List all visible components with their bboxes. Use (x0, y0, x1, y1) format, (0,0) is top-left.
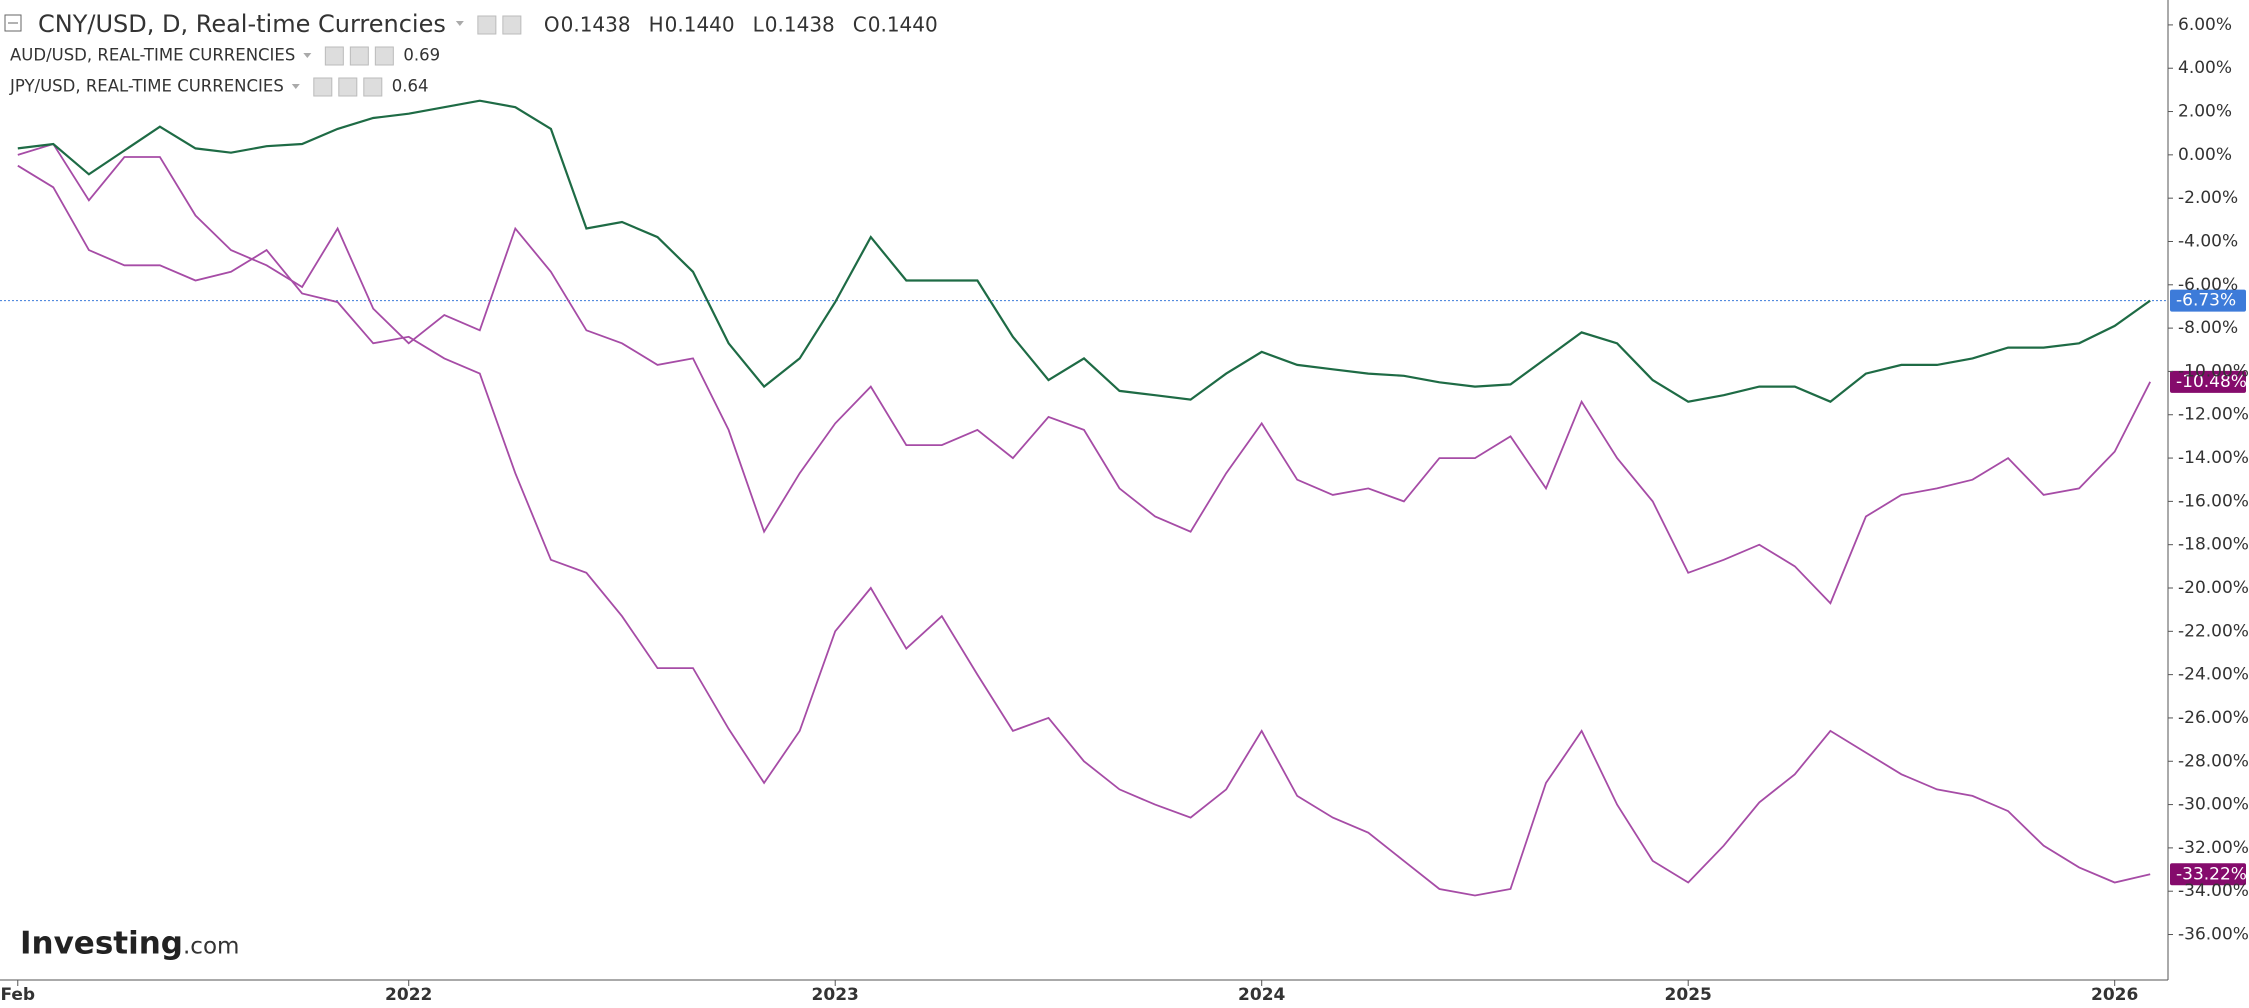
y-tick-label: -14.00% (2178, 448, 2249, 468)
value-label-box (2170, 863, 2246, 886)
ohlc-label: O (544, 13, 560, 37)
series-title: CNY/USD, D, Real-time Currencies (38, 10, 446, 38)
value-label-box (2170, 370, 2246, 393)
y-tick-label: -34.00% (2178, 881, 2249, 901)
logo-suffix: .com (183, 934, 239, 960)
header-icon[interactable] (349, 46, 369, 66)
ohlc-label: L (753, 13, 765, 37)
series-group (0, 99, 2168, 897)
ohlc-value: 0.1440 (868, 13, 938, 37)
x-tick-label: 2026 (2091, 985, 2138, 1005)
y-tick-label: -12.00% (2178, 405, 2249, 425)
x-tick-label: 2023 (812, 985, 859, 1005)
x-tick-label: 2024 (1238, 985, 1285, 1005)
header: CNY/USD, D, Real-time Currencies AUD/USD… (4, 10, 938, 97)
ohlc-value: 0.1438 (765, 13, 835, 37)
y-tick-label: -30.00% (2178, 795, 2249, 815)
header-icon[interactable] (324, 46, 344, 66)
y-tick-label: -6.00% (2178, 275, 2238, 295)
y-tick-label: -24.00% (2178, 665, 2249, 685)
y-tick-label: 2.00% (2178, 102, 2232, 122)
x-tick-label: Feb (0, 985, 35, 1005)
header-icon[interactable] (477, 15, 497, 35)
y-tick-label: -4.00% (2178, 231, 2238, 251)
y-tick-label: 6.00% (2178, 15, 2232, 35)
dropdown-arrow (291, 84, 300, 89)
header-icon[interactable] (374, 46, 394, 66)
header-icon[interactable] (502, 15, 522, 35)
y-tick-label: -32.00% (2178, 838, 2249, 858)
series-line (17, 142, 2152, 605)
last-value: 0.69 (403, 46, 440, 65)
logo: Investing (20, 926, 183, 962)
x-tick-label: 2022 (385, 985, 432, 1005)
collapse-icon[interactable] (4, 14, 22, 32)
y-tick-label: -20.00% (2178, 578, 2249, 598)
y-tick-label: -10.00% (2178, 361, 2249, 381)
series-line (17, 164, 2151, 897)
dropdown-arrow (455, 21, 464, 26)
dropdown-arrow (303, 53, 312, 58)
label-group: -6.73% -10.48% -33.22% (2170, 289, 2247, 886)
y-tick-label: -16.00% (2178, 491, 2249, 511)
y-tick-label: -36.00% (2178, 925, 2249, 945)
ohlc-label: H (649, 13, 664, 37)
series-title: JPY/USD, REAL-TIME CURRENCIES (9, 77, 284, 96)
y-tick-label: 0.00% (2178, 145, 2232, 165)
value-label-box (2170, 289, 2246, 312)
y-tick-label: -22.00% (2178, 621, 2249, 641)
header-icon[interactable] (363, 77, 383, 97)
y-tick-label: -8.00% (2178, 318, 2238, 338)
ohlc-label: C (853, 13, 867, 37)
ohlc-value: 0.1438 (561, 13, 631, 37)
plot-area (0, 0, 2168, 980)
value-label: -33.22% (2176, 864, 2247, 884)
header-icon[interactable] (338, 77, 358, 97)
value-label: -10.48% (2176, 372, 2247, 392)
header-icon[interactable] (313, 77, 333, 97)
series-line (17, 99, 2151, 403)
y-tick-label: -28.00% (2178, 751, 2249, 771)
y-tick-label: 4.00% (2178, 58, 2232, 78)
series-title: AUD/USD, REAL-TIME CURRENCIES (10, 46, 295, 65)
y-tick-label: -2.00% (2178, 188, 2238, 208)
y-tick-label: -26.00% (2178, 708, 2249, 728)
y-tick-label: -18.00% (2178, 535, 2249, 555)
x-tick-label: 2025 (1665, 985, 1712, 1005)
last-value: 0.64 (392, 77, 429, 96)
value-label: -6.73% (2176, 291, 2236, 311)
ohlc-value: 0.1440 (665, 13, 735, 37)
